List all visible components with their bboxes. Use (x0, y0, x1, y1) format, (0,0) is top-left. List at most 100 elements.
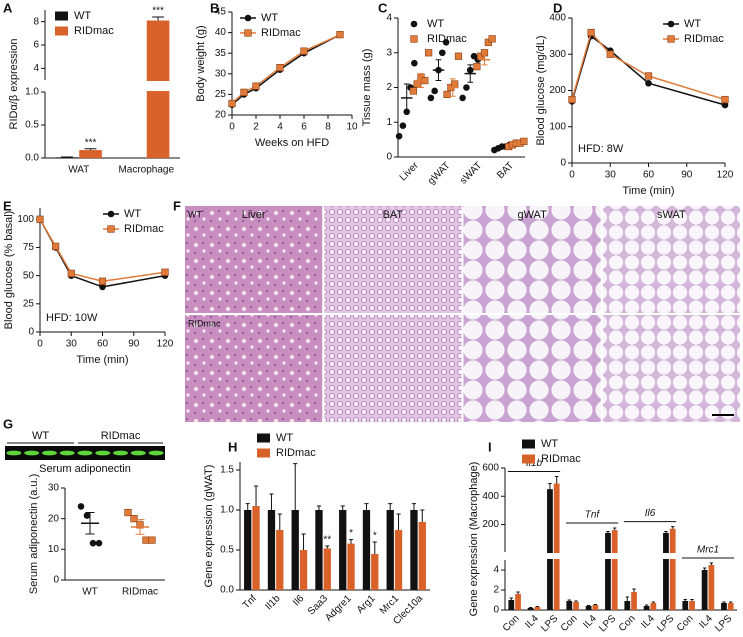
bar (291, 510, 299, 590)
x-tick-label: 8 (325, 122, 331, 133)
legend-label: RIDmac (684, 33, 724, 45)
x-tick-label: 120 (717, 170, 734, 181)
marker (409, 87, 417, 95)
y-tick-label: 3 (386, 47, 392, 58)
x-tick-label: 0 (37, 339, 43, 350)
y-axis-label: Blood glucose (% basal) (3, 211, 15, 330)
bar (592, 605, 599, 610)
histology-image (185, 206, 323, 313)
y-tick-label: 100 (17, 214, 34, 225)
marker (425, 49, 433, 57)
marker (98, 277, 107, 285)
x-tick-label: Adgre1 (323, 593, 354, 624)
blot-group-label: WT (32, 430, 49, 442)
x-tick-label: WT (82, 587, 98, 598)
x-axis-label: Time (min) (622, 185, 674, 197)
bar (682, 601, 689, 610)
y-axis-label: Tissue mass (g) (361, 49, 373, 127)
bar (701, 570, 708, 610)
panel-label: G (3, 416, 13, 431)
histology-image (463, 315, 601, 422)
error-bar (403, 83, 410, 113)
error-bar (301, 533, 306, 550)
y-tick-label: 30 (215, 68, 227, 79)
error-bar (555, 475, 559, 484)
x-tick-label: 30 (66, 339, 78, 350)
legend-label: WT (276, 432, 293, 444)
bar (362, 510, 371, 590)
error-bar (467, 64, 474, 83)
x-tick-label: gWAT (426, 160, 453, 187)
significance: *** (85, 137, 97, 148)
marker (36, 215, 44, 223)
marker (645, 79, 652, 87)
error-bar (722, 601, 726, 603)
marker (438, 49, 446, 57)
x-tick-label: Arg1 (355, 593, 378, 616)
y-tick-label: 25 (23, 298, 35, 309)
group-label: Il6 (645, 508, 656, 519)
marker (644, 72, 653, 80)
y-axis-label: RIDα/β expression (8, 39, 20, 130)
legend-label: WT (124, 208, 141, 220)
annotation: HFD: 8W (578, 143, 624, 155)
marker (52, 242, 60, 250)
error-bar (729, 601, 733, 603)
error-bar (85, 512, 95, 535)
error-bar (593, 604, 598, 605)
marker (427, 94, 435, 102)
marker (148, 536, 156, 544)
blot-band (41, 450, 57, 456)
group-label: Mrc1 (697, 545, 719, 556)
marker (83, 512, 91, 519)
error-bar (683, 599, 687, 601)
x-tick-label: LPS (713, 613, 734, 634)
panel-label: B (210, 0, 219, 15)
panel-label: F (173, 198, 181, 213)
legend-label: RIDmac (124, 223, 164, 235)
group-label: Tnf (585, 510, 601, 521)
axis-break (46, 81, 181, 91)
bar (515, 594, 521, 610)
significance: ** (323, 535, 331, 546)
x-axis-label: Time (min) (76, 354, 128, 366)
blot-band (148, 450, 164, 456)
histology-image (324, 315, 462, 422)
x-tick-label: 120 (157, 339, 174, 350)
x-tick-label: 60 (97, 339, 109, 350)
bar (252, 506, 260, 590)
marker (399, 122, 407, 130)
x-tick-label: Il1b (263, 593, 282, 612)
marker (411, 59, 418, 67)
marker (89, 539, 97, 547)
y-tick-label: 1.0 (25, 87, 39, 98)
y-tick-label: 30 (48, 483, 60, 494)
legend-swatch (55, 26, 68, 36)
y-tick-label: 6 (33, 40, 39, 51)
y-tick-label: 0.5 (220, 545, 234, 556)
legend-swatch (522, 439, 535, 449)
error-bar (586, 605, 591, 606)
blot-band (77, 450, 93, 456)
y-tick-label: 0.0 (25, 153, 39, 164)
x-tick-label: Con (617, 613, 638, 634)
bar (244, 510, 252, 590)
x-tick-label: Il6 (291, 593, 307, 609)
x-tick-label: 10 (346, 122, 358, 133)
marker (520, 137, 528, 145)
legend-swatch (257, 448, 270, 458)
bar (410, 510, 418, 590)
error-bar (277, 513, 282, 530)
bar (534, 607, 541, 610)
bar (727, 603, 734, 610)
axis-break (506, 553, 738, 559)
marker (130, 515, 138, 523)
histology-image (324, 206, 462, 313)
marker (587, 28, 595, 37)
error-bar (325, 545, 330, 549)
legend-label: RIDmac (541, 453, 581, 465)
bar (566, 601, 573, 610)
marker (568, 95, 576, 104)
bar (708, 565, 715, 610)
